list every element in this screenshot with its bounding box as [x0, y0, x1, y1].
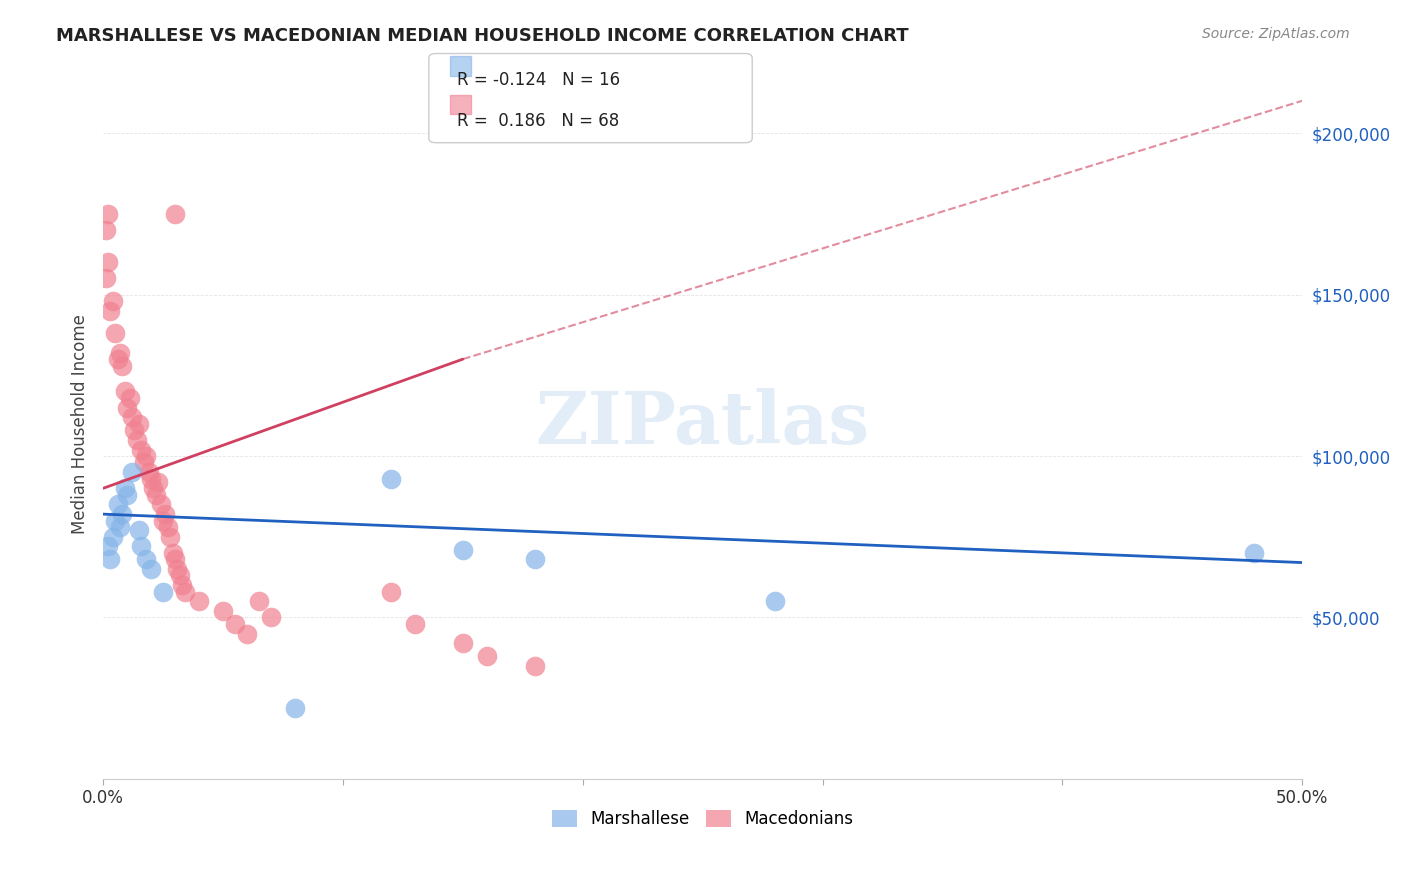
Point	[107, 352, 129, 367]
Point	[380, 472, 402, 486]
Point	[131, 540, 153, 554]
Point	[224, 616, 246, 631]
Point	[188, 594, 211, 608]
Point	[111, 507, 134, 521]
Point	[111, 359, 134, 373]
Point	[173, 584, 195, 599]
Point	[108, 345, 131, 359]
Point	[159, 530, 181, 544]
Point	[156, 520, 179, 534]
Point	[152, 514, 174, 528]
Point	[104, 326, 127, 341]
Y-axis label: Median Household Income: Median Household Income	[72, 314, 89, 533]
Point	[128, 417, 150, 431]
Point	[132, 455, 155, 469]
Point	[101, 293, 124, 308]
Legend: Marshallese, Macedonians: Marshallese, Macedonians	[546, 803, 860, 835]
Text: MARSHALLESE VS MACEDONIAN MEDIAN HOUSEHOLD INCOME CORRELATION CHART: MARSHALLESE VS MACEDONIAN MEDIAN HOUSEHO…	[56, 27, 908, 45]
Point	[115, 488, 138, 502]
Point	[124, 423, 146, 437]
Point	[125, 433, 148, 447]
Point	[148, 475, 170, 489]
Point	[165, 207, 187, 221]
Point	[149, 498, 172, 512]
Point	[94, 223, 117, 237]
Point	[155, 507, 177, 521]
Point	[212, 604, 235, 618]
Point	[451, 636, 474, 650]
Point	[404, 616, 426, 631]
Point	[97, 540, 120, 554]
Point	[97, 207, 120, 221]
Point	[135, 552, 157, 566]
Point	[763, 594, 786, 608]
Point	[114, 384, 136, 399]
Point	[98, 552, 121, 566]
Point	[165, 552, 187, 566]
Point	[131, 442, 153, 457]
Point	[475, 649, 498, 664]
Text: R =  0.186   N = 68: R = 0.186 N = 68	[457, 112, 619, 129]
Point	[114, 481, 136, 495]
Point	[284, 701, 307, 715]
Point	[1243, 546, 1265, 560]
Point	[172, 578, 194, 592]
Point	[139, 562, 162, 576]
Point	[135, 449, 157, 463]
Point	[166, 562, 188, 576]
Text: R = -0.124   N = 16: R = -0.124 N = 16	[457, 71, 620, 89]
Point	[142, 481, 165, 495]
Point	[97, 255, 120, 269]
Text: Source: ZipAtlas.com: Source: ZipAtlas.com	[1202, 27, 1350, 41]
Point	[380, 584, 402, 599]
Point	[115, 401, 138, 415]
Point	[523, 552, 546, 566]
Text: ZIPatlas: ZIPatlas	[536, 388, 870, 459]
Point	[128, 523, 150, 537]
Point	[236, 626, 259, 640]
Point	[138, 465, 160, 479]
Point	[523, 659, 546, 673]
Point	[247, 594, 270, 608]
Point	[94, 271, 117, 285]
Point	[451, 542, 474, 557]
Point	[145, 488, 167, 502]
Point	[121, 410, 143, 425]
Point	[169, 568, 191, 582]
Point	[152, 584, 174, 599]
Point	[107, 498, 129, 512]
Point	[108, 520, 131, 534]
Point	[162, 546, 184, 560]
Point	[260, 610, 283, 624]
Point	[118, 391, 141, 405]
Point	[121, 465, 143, 479]
Point	[98, 303, 121, 318]
Point	[139, 472, 162, 486]
Point	[101, 530, 124, 544]
Point	[104, 514, 127, 528]
